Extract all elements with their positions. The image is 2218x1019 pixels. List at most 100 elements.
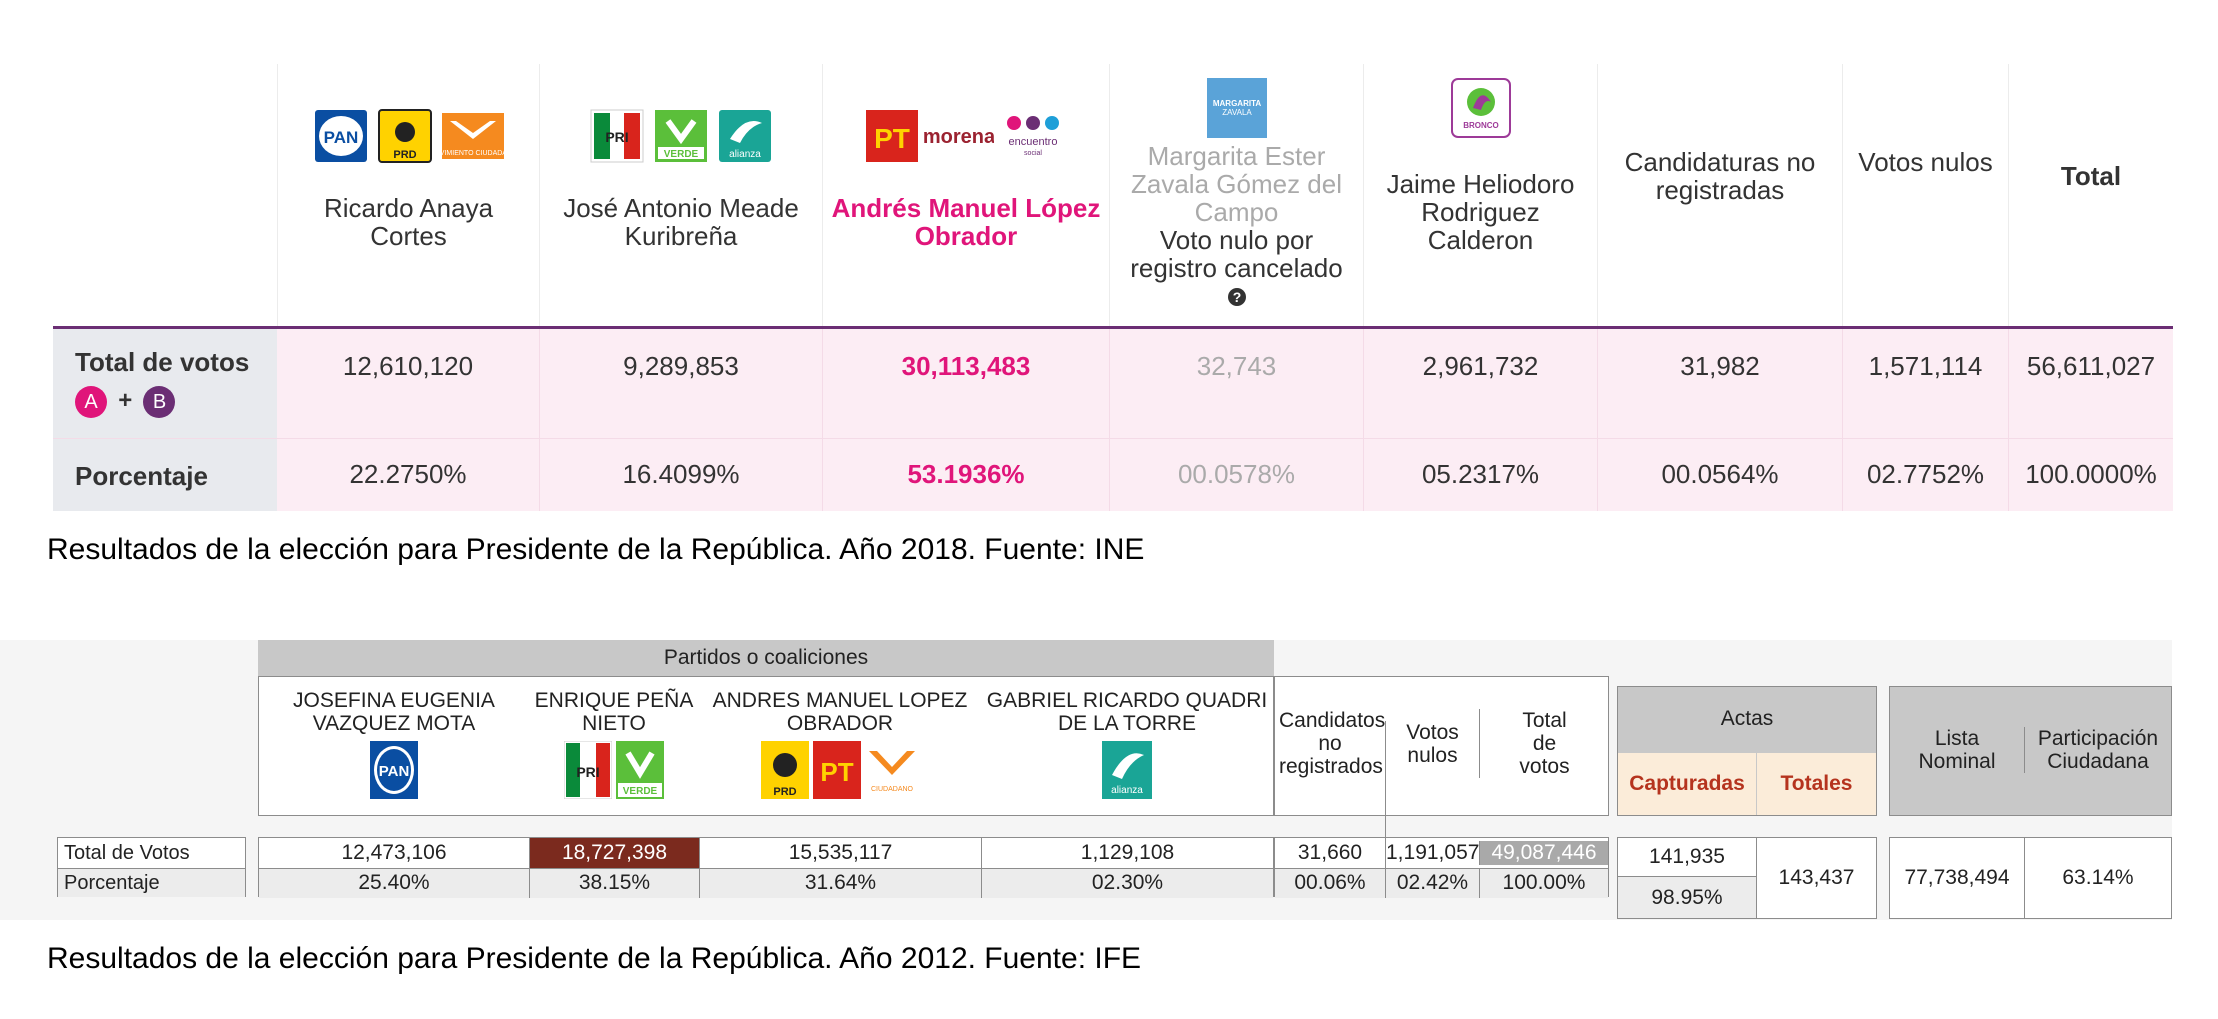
party-logos: PT morena encuentro social xyxy=(823,106,1109,166)
row-label-votos: Total de Votos xyxy=(64,842,190,864)
stats-header: Candidatos no registrados Votos nulos To… xyxy=(1274,676,1609,859)
svg-text:PRD: PRD xyxy=(393,149,416,161)
svg-text:social: social xyxy=(1024,150,1042,157)
header-amlo: PT morena encuentro social Andrés Manuel … xyxy=(822,64,1109,326)
nulos-pct: 02.42% xyxy=(1385,868,1479,898)
candidate-values: 12,473,106 18,727,398 15,535,117 1,129,1… xyxy=(258,837,1274,898)
pan-logo-icon: PAN xyxy=(314,110,367,162)
svg-text:ZAVALA: ZAVALA xyxy=(1222,108,1252,117)
candidate-name: José Antonio Meade Kuribreña xyxy=(563,193,799,251)
candidate-name: Jaime Heliodoro Rodriguez Calderon xyxy=(1386,169,1575,255)
lista-nominal-label: Lista Nominal xyxy=(1918,727,1996,773)
actas-totales: Totales xyxy=(1756,753,1876,815)
header-bronco: BRONCO Jaime Heliodoro Rodriguez Caldero… xyxy=(1363,64,1597,326)
svg-text:CIUDADANO: CIUDADANO xyxy=(871,786,914,793)
header-candidatos-no-registrados: Candidatos no registrados xyxy=(1279,709,1386,778)
svg-text:MOVIMIENTO CIUDADANO: MOVIMIENTO CIUDADANO xyxy=(442,150,504,157)
nueva-alianza-logo-icon: alianza xyxy=(1102,741,1152,799)
svg-text:PRD: PRD xyxy=(773,786,796,798)
caption-2012: Resultados de la elección para President… xyxy=(47,942,1142,975)
header-nulos: Votos nulos xyxy=(1842,64,2008,326)
cancelled-note: Voto nulo por registro cancelado ? xyxy=(1130,225,1343,307)
row-porcentaje: Porcentaje 22.2750% 16.4099% 53.1936% 00… xyxy=(53,438,2173,511)
votes-cell: 56,611,027 xyxy=(2008,329,2173,438)
row-label: Total de votos A + B xyxy=(53,329,277,438)
header-anaya: PAN PRD MOVIMIENTO CIUDADANO Ricardo Ana… xyxy=(277,64,539,326)
prd-logo-icon: PRD xyxy=(377,109,432,163)
candidate-header: ENRIQUE PEÑA NIETO PRI VERDE xyxy=(534,689,694,799)
pct-cell: 25.40% xyxy=(358,871,430,894)
header-meade: PRI VERDE alianza José Antonio Meade Kur… xyxy=(539,64,822,326)
pct-cell: 38.15% xyxy=(529,868,699,898)
actas-totales-value: 143,437 xyxy=(1756,838,1876,918)
svg-text:morena: morena xyxy=(924,126,994,148)
total-votes: 49,087,446 xyxy=(1479,841,1608,865)
actas-values: 141,935 98.95% 143,437 xyxy=(1617,837,1877,919)
row-label-porcentaje: Porcentaje xyxy=(58,868,245,897)
svg-text:VERDE: VERDE xyxy=(664,149,699,160)
candidate-header: GABRIEL RICARDO QUADRI DE LA TORRE alian… xyxy=(981,689,1273,804)
question-circle-icon[interactable]: ? xyxy=(1227,287,1247,307)
pct-cell: 31.64% xyxy=(699,868,981,898)
pct-cell: 05.2317% xyxy=(1363,439,1597,511)
badge-b: B xyxy=(143,386,176,418)
party-logos: MARGARITA ZAVALA xyxy=(1110,78,1363,138)
pct-cell: 22.2750% xyxy=(349,459,467,489)
column-label: Total xyxy=(2060,161,2122,191)
actas-capturadas: Capturadas xyxy=(1618,753,1756,815)
lista-header: Lista Nominal Participación Ciudadana xyxy=(1889,686,2172,816)
actas-label: Actas xyxy=(1720,707,1774,730)
candidate-name: Margarita Ester Zavala Gómez del Campo xyxy=(1131,141,1342,227)
header-divider xyxy=(53,326,2173,329)
movimiento-ciudadano-logo-icon: CIUDADANO xyxy=(865,741,919,799)
total-pct: 100.00% xyxy=(1479,868,1608,898)
participacion-value: 63.14% xyxy=(2024,838,2171,918)
header-total-votos: Total de votos xyxy=(1479,709,1609,778)
votes-cell: 9,289,853 xyxy=(539,329,822,438)
pct-cell: 100.0000% xyxy=(2008,439,2173,511)
badge-a: A xyxy=(75,386,107,418)
candidate-header: JOSEFINA EUGENIA VAZQUEZ MOTA PAN xyxy=(259,689,529,804)
lista-nominal-value: 77,738,494 xyxy=(1904,866,2010,889)
pri-logo-icon: PRI xyxy=(564,741,612,799)
votes-cell: 1,571,114 xyxy=(1842,329,2008,438)
no-registrados-votes: 31,660 xyxy=(1297,841,1363,864)
column-label: Votos nulos xyxy=(1858,147,1993,177)
pct-cell: 16.4099% xyxy=(539,439,822,511)
actas-capturadas-value: 141,935 xyxy=(1649,845,1725,868)
svg-text:?: ? xyxy=(1232,289,1241,305)
party-logos: BRONCO xyxy=(1364,78,1597,138)
results-table-2018: PAN PRD MOVIMIENTO CIUDADANO Ricardo Ana… xyxy=(53,64,2173,511)
candidate-header: ANDRES MANUEL LOPEZ OBRADOR PRD PT CIUDA… xyxy=(712,689,968,799)
results-table-2012: Partidos o coaliciones JOSEFINA EUGENIA … xyxy=(0,640,2218,930)
pt-logo-icon: PT xyxy=(866,110,918,162)
votes-cell: 30,113,483 xyxy=(822,329,1109,438)
header-total: Total xyxy=(2008,64,2173,326)
pt-logo-icon: PT xyxy=(813,741,861,799)
pri-logo-icon: PRI xyxy=(590,109,644,163)
row-total-votos: Total de votos A + B 12,610,120 9,289,85… xyxy=(53,329,2173,438)
row-label: Porcentaje xyxy=(53,439,277,511)
pct-cell: 02.30% xyxy=(981,868,1273,898)
header-no-registradas: Candidaturas no registradas xyxy=(1597,64,1842,326)
svg-text:BRONCO: BRONCO xyxy=(1463,121,1499,130)
candidate-name: Andrés Manuel López Obrador xyxy=(831,193,1101,251)
header-votos-nulos: Votos nulos xyxy=(1385,721,1479,859)
pct-cell: 53.1936% xyxy=(822,439,1109,511)
encuentro-social-logo-icon: encuentro social xyxy=(1007,116,1059,157)
svg-text:MARGARITA: MARGARITA xyxy=(1212,99,1261,108)
bronco-logo-icon: BRONCO xyxy=(1450,78,1511,138)
lista-values: 77,738,494 63.14% xyxy=(1889,837,2172,919)
column-label: Candidaturas no registradas xyxy=(1624,147,1816,205)
votes-cell: 31,982 xyxy=(1597,329,1842,438)
votes-cell: 12,473,106 xyxy=(341,841,447,864)
svg-text:VERDE: VERDE xyxy=(623,786,658,797)
actas-header: Actas Capturadas Totales xyxy=(1617,686,1877,816)
caption-2018: Resultados de la elección para President… xyxy=(47,533,1145,566)
morena-logo-icon: morena xyxy=(924,126,994,148)
movimiento-ciudadano-logo-icon: MOVIMIENTO CIUDADANO xyxy=(441,113,504,159)
candidate-name: Ricardo Anaya Cortes xyxy=(323,193,494,251)
stats-values: 31,660 1,191,057 49,087,446 00.06% 02.42… xyxy=(1274,837,1609,898)
participacion-label: Participación Ciudadana xyxy=(2024,727,2171,773)
